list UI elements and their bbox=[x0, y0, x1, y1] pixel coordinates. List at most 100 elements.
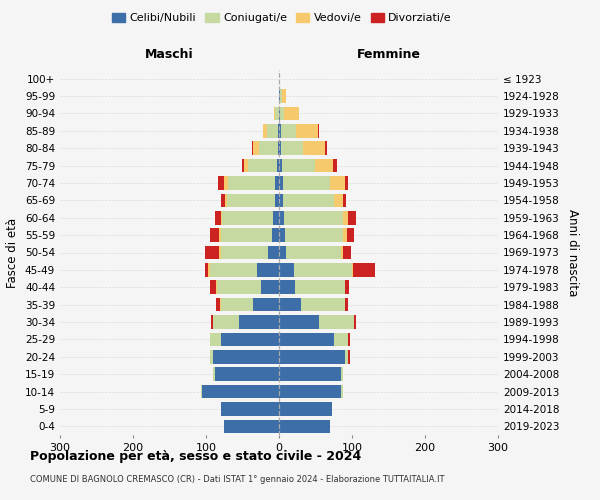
Bar bbox=[278, 124, 279, 138]
Bar bbox=[280, 90, 282, 103]
Bar bbox=[284, 211, 343, 224]
Bar bbox=[228, 176, 275, 190]
Bar bbox=[343, 228, 347, 242]
Bar bbox=[252, 142, 253, 155]
Bar bbox=[281, 142, 303, 155]
Bar bbox=[205, 263, 208, 276]
Bar bbox=[349, 350, 350, 364]
Bar bbox=[214, 368, 215, 381]
Bar bbox=[315, 159, 333, 172]
Bar bbox=[279, 280, 295, 294]
Bar bbox=[333, 159, 337, 172]
Bar bbox=[242, 159, 244, 172]
Y-axis label: Anni di nascita: Anni di nascita bbox=[566, 209, 579, 296]
Bar bbox=[343, 246, 351, 260]
Bar bbox=[296, 124, 317, 138]
Bar bbox=[343, 211, 349, 224]
Bar bbox=[279, 385, 341, 398]
Bar bbox=[279, 176, 283, 190]
Bar bbox=[354, 315, 356, 329]
Bar bbox=[344, 176, 349, 190]
Bar bbox=[284, 106, 299, 120]
Bar bbox=[216, 298, 220, 312]
Bar bbox=[281, 124, 296, 138]
Bar bbox=[221, 298, 253, 312]
Bar bbox=[222, 211, 273, 224]
Bar bbox=[214, 315, 239, 329]
Bar bbox=[344, 350, 349, 364]
Bar bbox=[211, 315, 214, 329]
Bar bbox=[272, 228, 279, 242]
Bar bbox=[349, 211, 356, 224]
Y-axis label: Fasce di età: Fasce di età bbox=[7, 218, 19, 288]
Bar bbox=[341, 385, 343, 398]
Bar bbox=[319, 315, 354, 329]
Bar bbox=[334, 332, 349, 346]
Bar bbox=[279, 298, 301, 312]
Bar bbox=[279, 228, 285, 242]
Bar bbox=[279, 194, 283, 207]
Bar bbox=[201, 385, 202, 398]
Bar bbox=[217, 280, 261, 294]
Bar bbox=[286, 246, 341, 260]
Bar bbox=[221, 332, 279, 346]
Bar bbox=[209, 350, 214, 364]
Bar bbox=[285, 228, 343, 242]
Bar bbox=[279, 350, 344, 364]
Bar bbox=[215, 368, 279, 381]
Bar bbox=[218, 176, 224, 190]
Bar bbox=[261, 280, 279, 294]
Bar bbox=[279, 159, 282, 172]
Bar bbox=[209, 263, 257, 276]
Bar bbox=[283, 194, 334, 207]
Text: Femmine: Femmine bbox=[356, 48, 421, 62]
Bar bbox=[266, 124, 278, 138]
Bar bbox=[346, 280, 349, 294]
Bar bbox=[279, 142, 281, 155]
Bar bbox=[257, 263, 279, 276]
Bar bbox=[303, 142, 325, 155]
Bar bbox=[263, 124, 266, 138]
Bar bbox=[216, 280, 217, 294]
Bar bbox=[278, 142, 279, 155]
Bar bbox=[275, 106, 279, 120]
Bar bbox=[221, 228, 272, 242]
Bar bbox=[353, 263, 376, 276]
Bar bbox=[295, 280, 344, 294]
Bar bbox=[279, 315, 319, 329]
Bar bbox=[244, 159, 248, 172]
Bar bbox=[214, 350, 279, 364]
Bar bbox=[293, 263, 352, 276]
Bar bbox=[273, 211, 279, 224]
Bar bbox=[268, 246, 279, 260]
Bar bbox=[205, 246, 219, 260]
Bar bbox=[274, 106, 275, 120]
Bar bbox=[325, 142, 327, 155]
Bar bbox=[215, 211, 221, 224]
Bar bbox=[352, 263, 353, 276]
Bar bbox=[248, 159, 277, 172]
Text: Popolazione per età, sesso e stato civile - 2024: Popolazione per età, sesso e stato civil… bbox=[30, 450, 361, 463]
Bar bbox=[209, 332, 221, 346]
Text: Maschi: Maschi bbox=[145, 48, 194, 62]
Bar bbox=[344, 280, 346, 294]
Bar bbox=[221, 402, 279, 415]
Bar bbox=[317, 124, 319, 138]
Bar bbox=[211, 280, 216, 294]
Bar bbox=[301, 298, 344, 312]
Bar bbox=[279, 263, 293, 276]
Text: COMUNE DI BAGNOLO CREMASCO (CR) - Dati ISTAT 1° gennaio 2024 - Elaborazione TUTT: COMUNE DI BAGNOLO CREMASCO (CR) - Dati I… bbox=[30, 475, 445, 484]
Bar bbox=[202, 385, 279, 398]
Bar bbox=[347, 228, 354, 242]
Bar bbox=[227, 194, 275, 207]
Bar bbox=[275, 176, 279, 190]
Bar bbox=[219, 228, 221, 242]
Bar bbox=[259, 142, 278, 155]
Bar bbox=[221, 194, 225, 207]
Bar bbox=[221, 246, 268, 260]
Bar bbox=[279, 332, 334, 346]
Bar bbox=[279, 106, 280, 120]
Bar bbox=[279, 211, 284, 224]
Bar bbox=[277, 159, 279, 172]
Bar bbox=[343, 194, 346, 207]
